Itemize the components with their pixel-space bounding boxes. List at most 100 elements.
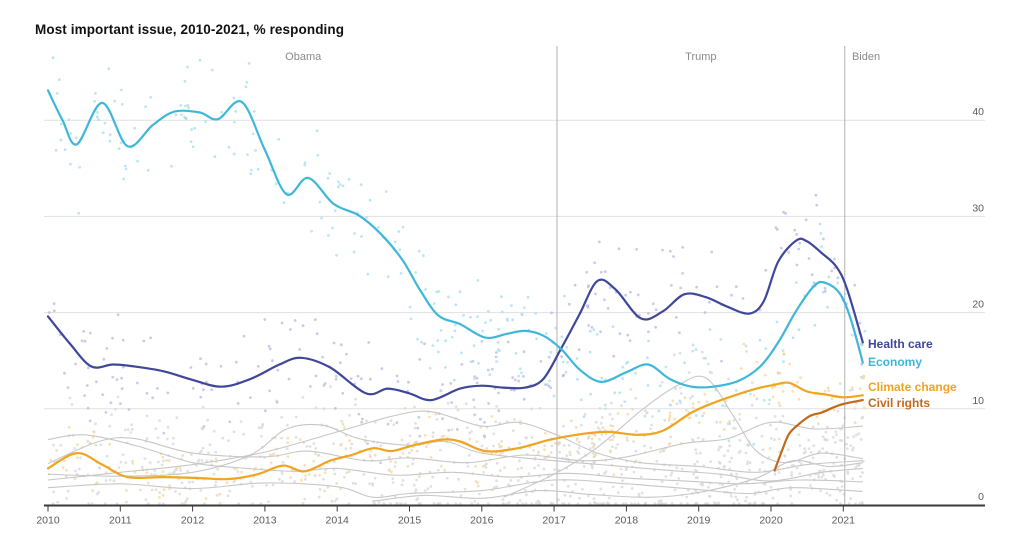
scatter-dot-economy [775,320,779,324]
scatter-dot-other [732,502,736,505]
scatter-dot-climate-change [850,386,854,389]
scatter-dot-other [706,502,710,505]
scatter-dot-health-care [142,339,146,343]
other-issue-line-2 [47,423,863,482]
scatter-dot-climate-change [92,430,96,433]
scatter-dot-other [673,488,677,492]
scatter-dot-economy [752,442,755,446]
scatter-dot-economy [377,226,380,229]
other-issue-line-7 [373,459,863,502]
scatter-dot-climate-change [594,452,598,456]
scatter-dot-health-care [814,193,818,197]
scatter-dot-economy [184,117,188,120]
scatter-dot-climate-change [861,376,865,380]
series-label-economy: Economy [868,355,922,369]
scatter-dot-climate-change [161,455,165,459]
scatter-dot-economy [437,290,441,293]
scatter-dot-health-care [830,269,834,273]
scatter-dot-economy [439,329,443,332]
scatter-dot-health-care [586,285,590,289]
scatter-dot-economy [563,294,566,298]
scatter-dot-other [387,455,391,459]
scatter-dot-climate-change [590,437,594,441]
scatter-dot-climate-change [782,352,786,356]
scatter-dot-other [826,425,829,429]
scatter-dot-other [836,409,840,413]
scatter-dot-economy [123,164,127,168]
scatter-dot-other [649,427,652,431]
scatter-dot-other [567,444,571,447]
scatter-dot-economy [564,370,568,374]
scatter-dot-health-care [628,339,632,343]
scatter-dot-economy [526,295,530,299]
scatter-dot-other [550,444,554,448]
scatter-dot-health-care [199,357,202,361]
scatter-dot-other [119,460,123,464]
scatter-dot-health-care [833,257,836,261]
scatter-dot-climate-change [575,438,579,442]
scatter-dot-other [507,446,511,450]
scatter-dot-economy [472,344,476,348]
scatter-dot-other [322,407,326,411]
scatter-dot-other [343,475,346,479]
scatter-dot-other [214,480,218,484]
scatter-dot-other [501,502,505,505]
scatter-dot-other [105,454,109,458]
scatter-dot-economy [366,272,370,276]
scatter-dot-other [415,478,418,482]
scatter-dot-other [536,500,540,503]
scatter-dot-economy [335,253,338,257]
scatter-dot-economy [820,245,823,249]
scatter-dot-economy [579,398,583,402]
scatter-dot-other [446,502,450,505]
scatter-dot-climate-change [323,489,326,493]
scatter-dot-other [318,488,322,491]
scatter-dot-other [237,502,241,505]
scatter-dot-health-care [423,342,426,346]
scatter-dot-health-care [268,347,272,351]
scatter-dot-other [701,438,705,442]
scatter-dot-health-care [199,395,203,399]
scatter-dot-health-care [264,409,267,413]
scatter-dot-health-care [334,377,338,381]
scatter-dot-economy [496,340,500,344]
scatter-dot-economy [333,209,337,213]
scatter-dot-economy [108,139,112,143]
scatter-dot-health-care [797,247,801,251]
scatter-dot-health-care [567,302,571,306]
scatter-dot-other [745,495,748,499]
scatter-dot-climate-change [369,455,372,459]
scatter-dot-health-care [774,226,778,230]
scatter-dot-climate-change [612,435,616,438]
scatter-dot-health-care [101,393,104,396]
scatter-dot-other [437,468,440,472]
scatter-dot-economy [119,141,123,145]
scatter-dot-other [221,436,225,440]
scatter-dot-economy [589,329,592,333]
scatter-dot-health-care [473,375,477,378]
scatter-dot-other [707,485,710,489]
scatter-dot-climate-change [481,465,485,468]
scatter-dot-other [314,447,318,450]
scatter-dot-economy [318,200,322,204]
scatter-dot-health-care [603,298,606,302]
scatter-dot-economy [821,290,825,294]
scatter-dot-other [201,446,205,450]
scatter-dot-other [675,466,679,470]
scatter-dot-other [738,438,742,442]
scatter-dot-climate-change [778,404,782,407]
scatter-dot-economy [453,378,456,382]
scatter-dot-economy [368,198,372,202]
scatter-dot-other [620,473,624,476]
scatter-dot-economy [170,164,173,168]
scatter-dot-other [312,442,316,445]
scatter-dot-other [811,425,815,429]
scatter-dot-economy [213,155,217,159]
scatter-dot-other [592,497,596,500]
scatter-dot-other [562,502,566,505]
scatter-dot-climate-change [307,472,311,476]
scatter-dot-economy [359,183,363,187]
scatter-dot-other [717,448,720,452]
scatter-dot-other [607,496,611,500]
scatter-dot-economy [117,147,121,151]
